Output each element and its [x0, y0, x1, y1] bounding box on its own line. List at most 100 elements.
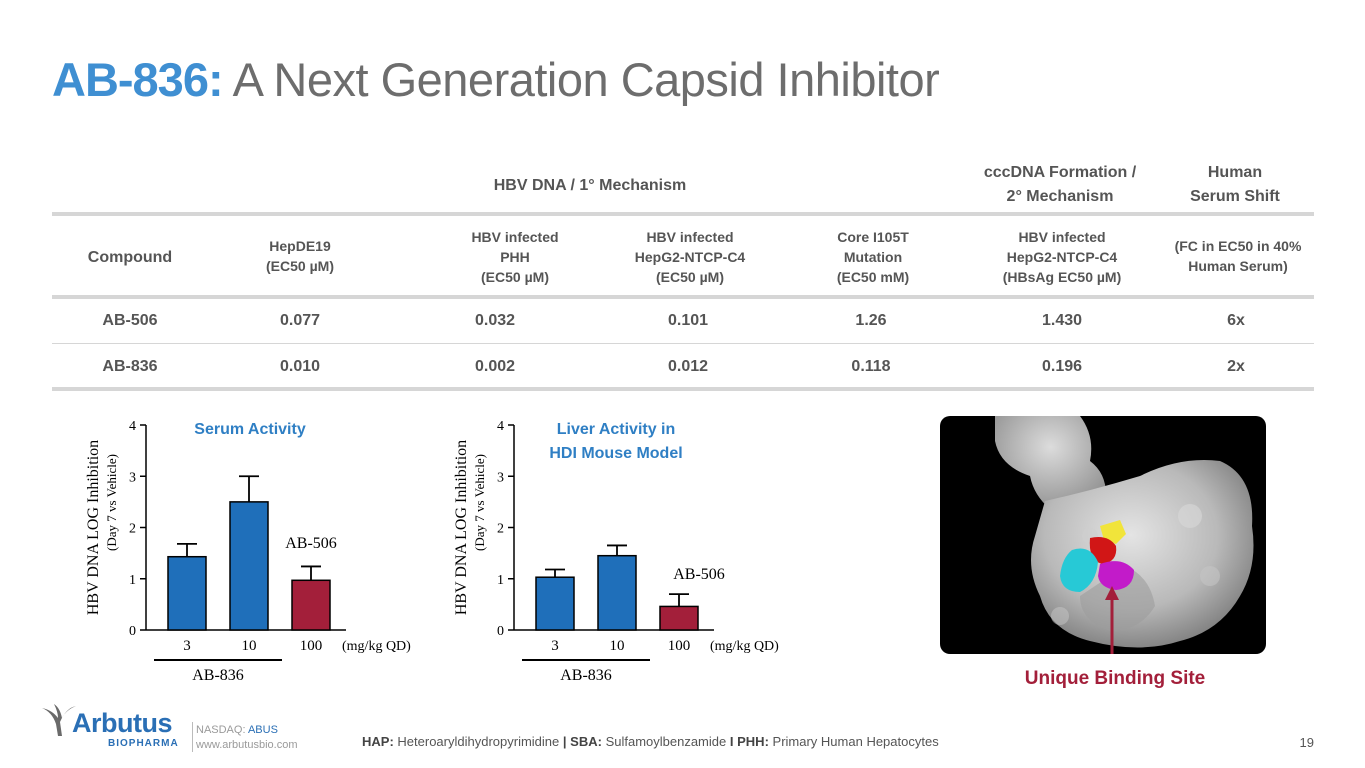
group-header-serum-line2: Serum Shift [1190, 188, 1280, 205]
value-cell: 6x [1227, 312, 1245, 329]
liver-activity-chart: 0 1 2 3 4 HBV DNA LOG Inhibition (Day 7 vs Veh… [453, 419, 779, 684]
nasdaq-ticker: ABUS [247, 724, 278, 736]
website-link[interactable]: www.arbutusbio.com [196, 739, 298, 751]
bar [597, 554, 637, 631]
x-tick-label: 10 [610, 638, 625, 654]
value-cell: 0.010 [279, 358, 321, 375]
value-cell: 1.430 [1041, 312, 1083, 329]
y-tick-label: 3 [497, 470, 504, 485]
legend-def-phh: Primary Human Hepatocytes [772, 734, 939, 749]
column-header-line: Human Serum) [1188, 258, 1288, 274]
y-tick-label: 1 [497, 573, 504, 588]
x-tick-label: 3 [183, 638, 191, 654]
y-tick-label: 4 [129, 419, 136, 434]
group-label: AB-836 [192, 667, 244, 684]
column-header: HBV infected PHH (EC50 µM) [415, 227, 615, 287]
chart-title-line2: HDI Mouse Model [549, 445, 682, 462]
y-axis-label: HBV DNA LOG Inhibition [453, 440, 470, 615]
column-header: HBV infected HepG2-NTCP-C4 (EC50 µM) [590, 227, 790, 287]
footer-abbreviation-legend: HAP: Heteroaryldihydropyrimidine | SBA: … [362, 734, 939, 749]
arbutus-tree-icon [42, 704, 76, 736]
nasdaq-label: NASDAQ: ABUS [196, 724, 278, 736]
column-header-line: (EC50 mM) [836, 269, 910, 285]
column-header: HBV infected HepG2-NTCP-C4 (HBsAg EC50 µM) [962, 227, 1162, 287]
legend-separator: | [562, 734, 567, 749]
bar [229, 501, 269, 631]
page-number: 19 [1299, 735, 1314, 750]
bar [167, 555, 207, 631]
protein-binding-site-image [940, 416, 1266, 654]
page-title: AB-836: A Next Generation Capsid Inhibit… [52, 52, 940, 107]
bar [535, 576, 575, 631]
compound-header: Compound [87, 249, 173, 266]
column-header-line: Mutation [843, 249, 903, 265]
legend-term-sba: SBA: [570, 734, 602, 749]
y-axis-label: HBV DNA LOG Inhibition [85, 440, 102, 615]
logo-name: Arbutus [72, 708, 173, 738]
legend-term-hap: HAP: [362, 734, 394, 749]
legend-term-phh: PHH: [737, 734, 769, 749]
title-rest: A Next Generation Capsid Inhibitor [232, 53, 940, 106]
table-rule-top [52, 212, 1314, 216]
y-tick-label: 1 [129, 573, 136, 588]
serum-activity-chart: 0 1 2 3 4 HBV DNA LOG Inhibition (Day 7 vs Veh… [85, 419, 411, 684]
table-rule-header [52, 295, 1314, 299]
legend-def-sba: Sulfamoylbenzamide [605, 734, 727, 749]
x-tick-label: 3 [551, 638, 559, 654]
nasdaq-prefix: NASDAQ: [196, 724, 246, 736]
value-cell: 0.196 [1041, 358, 1083, 375]
column-header-line: HBV infected [1018, 229, 1106, 245]
value-cell: 0.032 [474, 312, 516, 329]
column-header-line: Core I105T [837, 229, 909, 245]
footer-divider [192, 722, 193, 752]
column-header: HepDE19 (EC50 µM) [200, 236, 400, 276]
column-header-line: (EC50 µM) [481, 269, 549, 285]
column-header-line: HepG2-NTCP-C4 [634, 249, 746, 265]
series-annotation: AB-506 [285, 535, 337, 552]
binding-site-label: Unique Binding Site [1024, 668, 1206, 689]
value-cell: 1.26 [855, 312, 887, 329]
column-header-line: HBV infected [646, 229, 734, 245]
value-cell: 0.077 [279, 312, 321, 329]
group-header-cccdna: cccDNA Formation / 2° Mechanism [960, 161, 1160, 209]
x-units-label: (mg/kg QD) [710, 639, 779, 654]
y-axis-sublabel: (Day 7 vs Vehicle) [472, 454, 487, 551]
value-cell: 0.012 [667, 358, 709, 375]
title-accent: AB-836: [52, 53, 224, 106]
column-header-line: HepG2-NTCP-C4 [1006, 249, 1118, 265]
series-annotation: AB-506 [673, 566, 725, 583]
group-header-serum-line1: Human [1207, 164, 1263, 181]
column-header-line: (HBsAg EC50 µM) [1002, 269, 1122, 285]
x-tick-label: 100 [300, 638, 323, 654]
y-tick-label: 0 [129, 624, 136, 639]
column-header-line: HBV infected [471, 229, 559, 245]
value-cell: 0.118 [851, 358, 891, 375]
company-logo: Arbutus BIOPHARMA [38, 702, 188, 749]
legend-def-hap: Heteroaryldihydropyrimidine [397, 734, 560, 749]
compound-cell: AB-506 [102, 312, 158, 329]
bar [659, 605, 699, 631]
x-units-label: (mg/kg QD) [342, 639, 411, 654]
logo-sub: BIOPHARMA [108, 738, 179, 749]
column-header: (FC in EC50 in 40% Human Serum) [1138, 236, 1338, 276]
y-axis-sublabel: (Day 7 vs Vehicle) [104, 454, 119, 551]
column-header-line: HepDE19 [269, 238, 331, 254]
table-rule-row [52, 343, 1314, 344]
column-header-line: PHH [500, 249, 530, 265]
column-header-line: (EC50 µM) [266, 258, 334, 274]
y-tick-label: 3 [129, 470, 136, 485]
column-header: Core I105T Mutation (EC50 mM) [773, 227, 973, 287]
group-header-cccdna-line1: cccDNA Formation / [983, 164, 1137, 181]
legend-separator: I [729, 734, 734, 749]
group-label: AB-836 [560, 667, 612, 684]
column-header-line: (EC50 µM) [656, 269, 724, 285]
y-tick-label: 0 [497, 624, 504, 639]
value-cell: 0.101 [667, 312, 709, 329]
y-tick-label: 4 [497, 419, 504, 434]
x-tick-label: 100 [668, 638, 691, 654]
compound-cell: AB-836 [102, 358, 158, 375]
group-header-cccdna-line2: 2° Mechanism [1006, 188, 1114, 205]
value-cell: 0.002 [474, 358, 516, 375]
y-tick-label: 2 [129, 522, 136, 537]
bar [291, 579, 331, 631]
